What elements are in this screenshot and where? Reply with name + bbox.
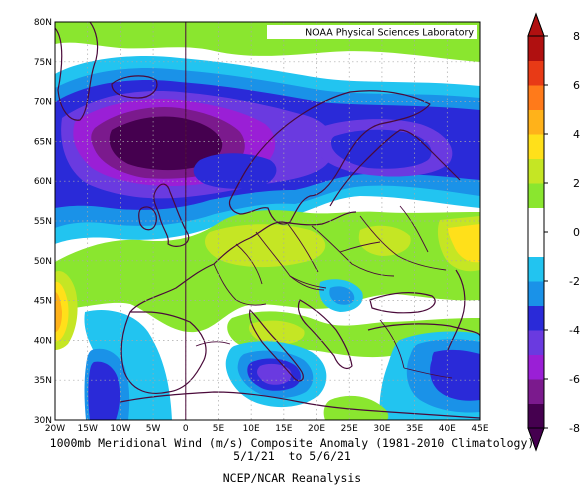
credit-box [267,25,477,39]
lon-tick-label: 35E [406,424,423,434]
colorbar-swatch [528,134,544,159]
lon-tick-label: 5E [213,424,225,434]
lat-tick-label: 75N [34,58,52,68]
coastlines [55,22,480,419]
colorbar-swatch [528,379,544,404]
colorbar-swatch [528,232,544,257]
colorbar-label: 4 [573,128,580,141]
colorbar-swatches [528,36,544,429]
colorbar-swatch [528,281,544,306]
colorbar-swatch [528,158,544,184]
plot-frame [54,21,481,421]
lon-tick-label: 40E [439,424,456,434]
colorbar-swatch [528,85,544,110]
lon-tick-label: 15E [275,424,292,434]
colorbar-swatch [528,256,544,282]
lat-tick-label: 35N [34,376,52,386]
lat-lon-grid [55,22,480,420]
colorbar-swatch [528,60,544,86]
lon-tick-label: 10E [243,424,260,434]
lat-tick-label: 65N [34,137,52,147]
colorbar-swatch [528,183,544,208]
colorbar-swatch [528,330,544,355]
lon-tick-label: 45E [471,424,488,434]
colorbar-swatch [528,305,544,331]
colorbar: -8 -6 -4 -2 0 2 4 6 8 [527,12,580,452]
colorbar-bottom-arrow [527,427,545,452]
lat-tick-label: 40N [34,336,52,346]
lon-tick-label: 5W [146,424,161,434]
colorbar-label: -4 [569,324,580,337]
colorbar-top-arrow [527,12,545,37]
colorbar-label: 8 [573,30,580,43]
colorbar-label: -6 [569,373,580,386]
colorbar-swatch [528,403,544,429]
lon-tick-label: 20W [45,424,65,434]
lat-tick-label: 30N [34,416,52,426]
caption-dates: 5/1/21 to 5/6/21 [233,449,351,463]
colorbar-label: 6 [573,79,580,92]
lat-tick-label: 45N [34,297,52,307]
colorbar-label: 2 [573,177,580,190]
colorbar-swatch [528,109,544,135]
lat-tick-label: 50N [34,257,52,267]
lon-tick-label: 10W [110,424,130,434]
lat-tick-labels: 80N 75N 70N 65N 60N 55N 50N 45N 40N 35N 30N [34,18,52,426]
caption-source: NCEP/NCAR Reanalysis [222,471,362,485]
colorbar-label: -2 [569,275,580,288]
lon-tick-label: 30E [373,424,390,434]
lat-tick-label: 60N [34,177,52,187]
lon-tick-label: 15W [78,424,98,434]
credit-text: NOAA Physical Sciences Laboratory [305,28,474,39]
country-borders [195,205,453,379]
colorbar-swatch [528,207,544,233]
colorbar-swatch [528,36,544,61]
lat-tick-label: 80N [34,18,52,28]
lon-tick-labels: 20W 15W 10W 5W 0 5E 10E 15E 20E 25E 30E 35E 40E 45E [45,424,489,434]
colorbar-swatch [528,354,544,380]
lat-tick-label: 70N [34,98,52,108]
colorbar-labels: -8 -6 -4 -2 0 2 4 6 8 [544,30,580,435]
lon-tick-label: 20E [308,424,325,434]
anomaly-field [55,22,480,420]
colorbar-label: 0 [573,226,580,239]
lat-tick-label: 55N [34,217,52,227]
colorbar-label: -8 [569,422,580,435]
caption-title: 1000mb Meridional Wind (m/s) Composite A… [49,436,535,450]
lon-tick-label: 25E [341,424,358,434]
lon-tick-label: 0 [183,424,189,434]
